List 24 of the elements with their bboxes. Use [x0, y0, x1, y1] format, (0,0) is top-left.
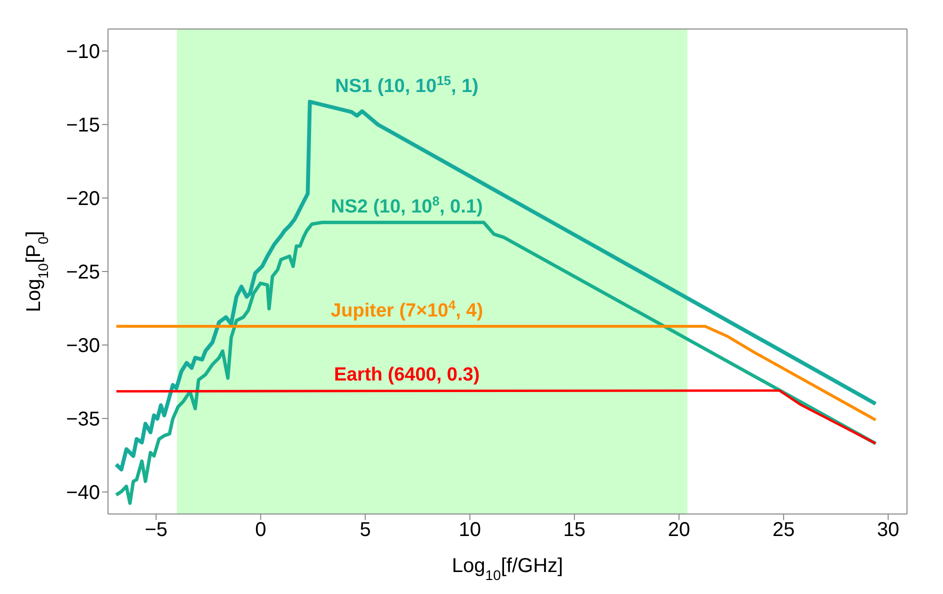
y-tick-label: −10	[66, 41, 100, 64]
x-tick-label: 25	[772, 519, 795, 542]
line-series	[114, 324, 878, 422]
x-axis-title: Log$_{10}$[f/GHz]	[452, 555, 564, 583]
y-tick-label: −40	[66, 482, 100, 504]
x-tick-label: 10	[458, 519, 481, 542]
series-label: Earth (6400, 0.3)	[334, 364, 480, 386]
x-tick-label: 20	[668, 519, 690, 542]
x-tick-label: 30	[877, 519, 900, 542]
series-label: NS2 (10, 10$^{8}$, 0.1)	[330, 192, 483, 218]
line-series	[114, 100, 878, 472]
y-tick-label: −20	[66, 188, 100, 210]
y-tick-label: −25	[66, 262, 100, 284]
line-series	[115, 389, 877, 445]
series-label: Jupiter (7×10$^{4}$, 4)	[330, 296, 484, 322]
y-tick-label: −35	[66, 408, 100, 431]
x-tick-label: 0	[255, 519, 266, 542]
x-tick-label: 5	[360, 519, 371, 542]
x-tick-label: −5	[144, 519, 168, 542]
y-tick-label: −30	[66, 335, 100, 358]
line-series	[114, 220, 878, 505]
series-label: NS1 (10, 10$^{15}$, 1)	[335, 72, 478, 97]
y-tick-label: −15	[66, 114, 100, 137]
x-tick-label: 15	[563, 519, 586, 542]
